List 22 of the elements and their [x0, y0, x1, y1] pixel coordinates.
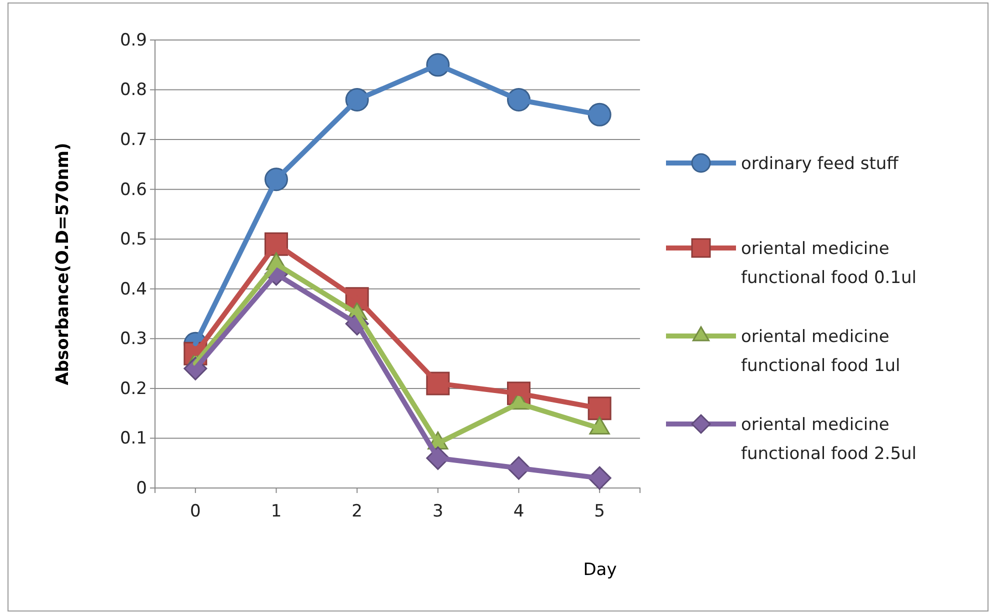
legend-label: oriental medicine functional food 2.5ul	[741, 415, 917, 464]
legend-label: ordinary feed stuff	[741, 154, 900, 174]
y-tick-label: 0	[136, 478, 147, 498]
y-tick-label: 0.3	[120, 329, 147, 350]
y-tick-label: 0.9	[120, 30, 147, 50]
y-tick-label: 0.4	[120, 279, 147, 300]
x-tick-label: 4	[513, 501, 524, 522]
y-tick-label: 0.6	[120, 180, 147, 200]
y-tick-label: 0.1	[120, 428, 147, 449]
y-tick-label: 0.2	[120, 378, 147, 399]
y-tick-label: 0.7	[120, 130, 147, 150]
legend-label: oriental medicine functional food 0.1ul	[741, 239, 917, 288]
x-tick-label: 3	[432, 501, 444, 522]
x-tick-label: 5	[594, 501, 605, 522]
y-tick-label: 0.5	[120, 230, 147, 250]
x-tick-label: 0	[190, 501, 201, 522]
x-tick-label: 1	[270, 501, 282, 522]
y-tick-label: 0.8	[120, 80, 147, 100]
x-axis-title: Day	[583, 560, 617, 580]
legend-label: oriental medicine functional food 1ul	[741, 327, 900, 376]
y-axis-title: Absorbance(O.D=570nm)	[53, 142, 73, 386]
x-tick-label: 2	[352, 501, 362, 522]
